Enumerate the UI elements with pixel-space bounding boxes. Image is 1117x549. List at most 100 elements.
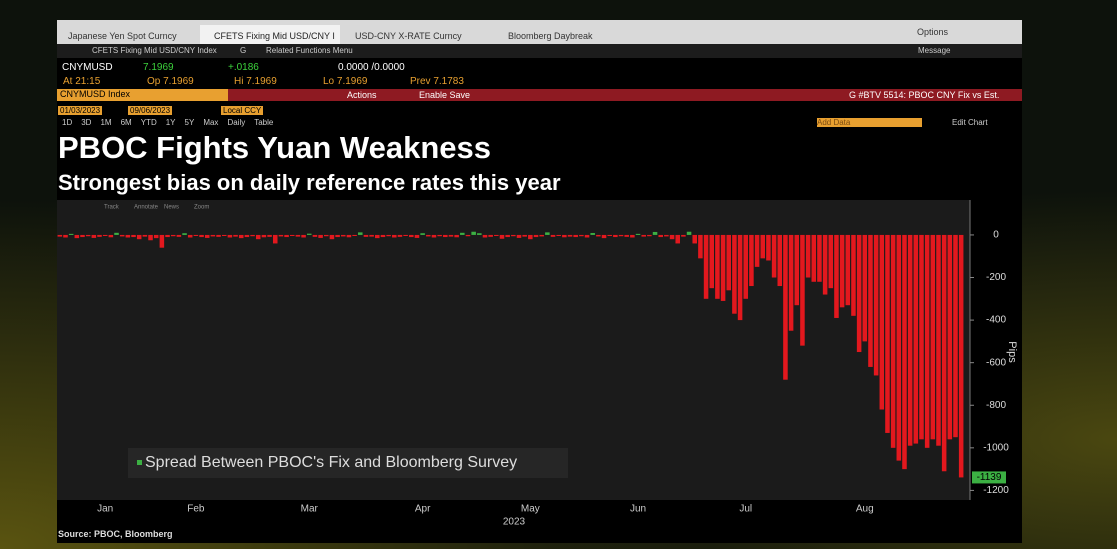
chart-name: G #BTV 5514: PBOC CNY Fix vs Est. <box>849 90 1000 100</box>
bar <box>817 234 822 282</box>
bar <box>238 234 244 239</box>
bar <box>607 234 612 236</box>
period-button[interactable]: 1M <box>100 118 112 127</box>
add-data[interactable]: Add Data <box>817 118 922 127</box>
edit-chart[interactable]: Edit Chart <box>952 118 988 127</box>
bar <box>74 234 80 239</box>
bar <box>284 234 289 238</box>
bar <box>420 233 425 235</box>
quote-prev: Prev 7.1783 <box>410 76 464 87</box>
bar <box>862 234 868 342</box>
period-button[interactable]: 1D <box>62 118 73 127</box>
y-tick-label: -800 <box>986 400 1006 411</box>
period-button[interactable]: Max <box>203 118 219 127</box>
bar <box>760 234 766 259</box>
tab-active[interactable] <box>200 25 340 44</box>
bar <box>618 234 624 237</box>
bar <box>335 234 340 238</box>
end-date[interactable]: 09/06/2023 <box>128 106 173 115</box>
bar <box>454 234 459 238</box>
bar <box>165 234 170 238</box>
bar <box>715 234 720 299</box>
options[interactable]: Options <box>917 27 949 37</box>
bar <box>499 234 505 239</box>
nav[interactable]: CFETS Fixing Mid USD/CNY Index <box>92 46 217 55</box>
bar <box>187 234 193 238</box>
x-tick-label: Jun <box>630 504 646 515</box>
legend-box <box>128 448 568 478</box>
period-button[interactable]: Table <box>254 118 274 127</box>
bar <box>233 234 238 237</box>
y-tick-label: -600 <box>986 357 1006 368</box>
bar <box>913 234 919 444</box>
bar <box>375 234 380 239</box>
security[interactable]: CNYMUSD Index <box>57 89 228 101</box>
bar <box>624 234 629 237</box>
bar <box>193 234 199 236</box>
tab[interactable]: Bloomberg Daybreak <box>508 31 593 41</box>
bar <box>176 234 182 237</box>
x-tick-label: May <box>521 504 540 515</box>
period-button[interactable]: 6M <box>120 118 132 127</box>
period-button[interactable]: YTD <box>140 118 157 127</box>
bar <box>556 234 561 236</box>
bar <box>681 234 686 237</box>
y-tick-label: 0 <box>993 230 999 241</box>
bar <box>851 234 856 316</box>
bar <box>800 234 805 346</box>
bar <box>805 234 811 278</box>
bar <box>652 231 658 235</box>
bar <box>301 234 306 238</box>
message[interactable]: Message <box>918 46 951 55</box>
bar <box>131 234 136 238</box>
quote-high: Hi 7.1969 <box>234 76 277 87</box>
bid-ask: 0.0000 /0.0000 <box>338 62 405 73</box>
bar <box>590 233 595 235</box>
legend-label: Spread Between PBOC's Fix and Bloomberg … <box>145 454 517 471</box>
bar <box>856 234 862 353</box>
bar <box>114 232 119 235</box>
bar <box>494 234 499 236</box>
period-button[interactable]: Daily <box>227 118 246 127</box>
nav[interactable]: G <box>240 46 247 55</box>
bar <box>414 234 420 238</box>
start-date[interactable]: 01/03/2023 <box>58 106 103 115</box>
currency[interactable]: Local CCY <box>221 106 264 115</box>
bar <box>539 234 544 237</box>
bar <box>783 234 788 380</box>
bar <box>136 234 142 240</box>
bar <box>91 234 97 238</box>
x-tick-label: Mar <box>301 504 319 515</box>
chart-title: PBOC Fights Yuan Weakness <box>58 130 491 165</box>
bar <box>216 234 221 237</box>
period-button[interactable]: 5Y <box>184 118 195 127</box>
bar <box>323 234 329 237</box>
bar <box>669 234 675 240</box>
bar <box>346 234 352 238</box>
period-button[interactable]: 1Y <box>165 118 176 127</box>
actions[interactable]: Actions <box>347 90 377 100</box>
bar <box>641 234 646 237</box>
bar <box>726 234 732 291</box>
bar <box>358 232 363 235</box>
bar <box>732 234 737 314</box>
enable-save[interactable]: Enable Save <box>419 90 471 100</box>
tab[interactable]: Japanese Yen Spot Curncy <box>68 31 177 41</box>
bar <box>250 234 255 237</box>
tab[interactable]: USD-CNY X-RATE Curncy <box>355 31 462 41</box>
last-value-label: -1139 <box>977 472 1002 483</box>
bar <box>460 232 465 235</box>
bar <box>839 234 845 308</box>
tab[interactable]: CFETS Fixing Mid USD/CNY I <box>214 31 335 41</box>
last-value-badge <box>972 471 1006 484</box>
bar <box>85 234 91 237</box>
bar <box>822 234 828 295</box>
bar <box>794 234 800 306</box>
bar <box>278 234 284 237</box>
legend-swatch <box>137 460 142 465</box>
y-tick-label: -1200 <box>983 485 1009 496</box>
nav[interactable]: Related Functions Menu <box>266 46 353 55</box>
period-button[interactable]: 3D <box>81 118 92 127</box>
quote-open: Op 7.1969 <box>147 76 194 87</box>
bar <box>579 234 584 237</box>
